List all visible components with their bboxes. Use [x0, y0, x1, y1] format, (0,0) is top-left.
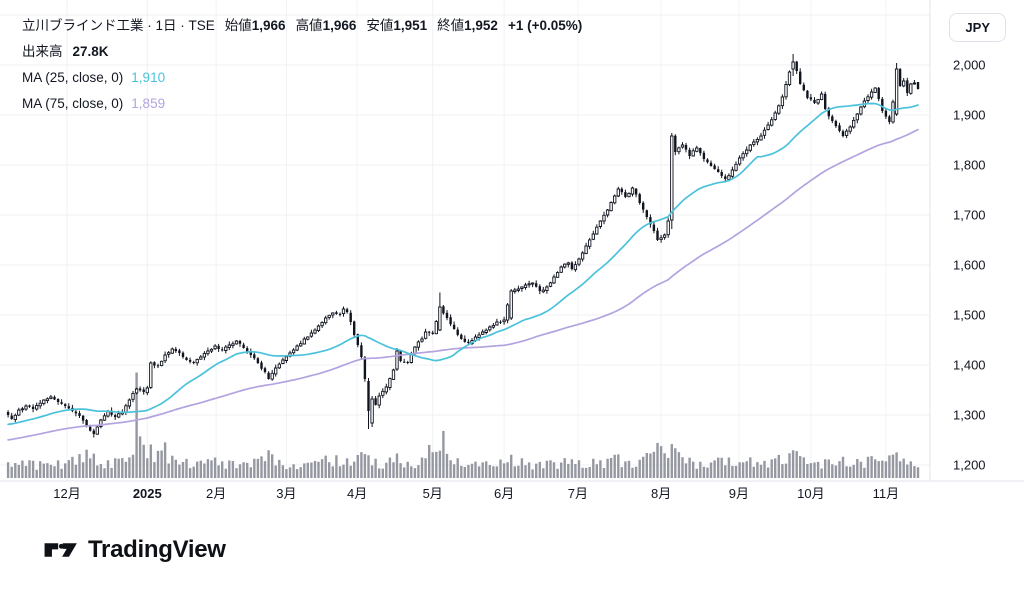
price-tick-label: 1,400: [953, 358, 986, 373]
ma75-row: MA (75, close, 0) 1,859: [22, 91, 582, 117]
time-tick-label: 8月: [651, 486, 671, 501]
price-chart-canvas[interactable]: 2,000 1,900 1,800 1,700 1,600 1,500 1,400 1,300…: [0, 0, 1024, 510]
time-tick-label: 12月: [53, 486, 80, 501]
low-pair: 安値1,951: [366, 18, 427, 33]
price-tick-label: 1,500: [953, 308, 986, 323]
price-tick-label: 1,900: [953, 108, 986, 123]
low-label: 安値: [366, 18, 394, 33]
ma75-label[interactable]: MA (75, close, 0): [22, 96, 124, 111]
time-tick-label: 11月: [873, 486, 900, 501]
high-pair: 高値1,966: [296, 18, 357, 33]
time-tick-label: 9月: [729, 486, 749, 501]
open-pair: 始値1,966: [225, 18, 286, 33]
price-tick-label: 1,600: [953, 258, 986, 273]
volume-row: 出来高 27.8K: [22, 39, 582, 65]
down-candles: [6, 61, 920, 434]
ma25-line: [7, 102, 919, 426]
tradingview-logo-icon: [44, 543, 77, 557]
time-tick-label: 5月: [423, 486, 443, 501]
volume-histogram: [6, 372, 920, 478]
price-tick-label: 1,200: [953, 458, 986, 473]
low-value: 1,951: [393, 18, 428, 33]
price-tick-label: 1,700: [953, 208, 986, 223]
time-tick-label: 2月: [206, 486, 226, 501]
up-candles: [13, 61, 917, 435]
ma25-label[interactable]: MA (25, close, 0): [22, 70, 124, 85]
close-label: 終値: [437, 18, 465, 33]
open-label: 始値: [224, 18, 252, 33]
ma75-line: [7, 128, 919, 441]
ma25-value: 1,910: [131, 70, 166, 85]
tradingview-logo-text: TradingView: [88, 536, 226, 563]
ma25-row: MA (25, close, 0) 1,910: [22, 65, 582, 91]
volume-value: 27.8K: [72, 44, 109, 59]
symbol-title[interactable]: 立川ブラインド工業 · 1日 · TSE: [22, 18, 215, 33]
time-tick-label: 6月: [494, 486, 514, 501]
ma75-value: 1,859: [131, 96, 166, 111]
change-value: +1 (+0.05%): [507, 18, 583, 33]
volume-label[interactable]: 出来高: [22, 44, 63, 59]
high-label: 高値: [295, 18, 323, 33]
time-tick-label: 4月: [347, 486, 367, 501]
tradingview-logo[interactable]: TradingView: [44, 536, 226, 564]
price-tick-label: 1,300: [953, 408, 986, 423]
time-tick-label: 2025: [133, 486, 162, 501]
currency-toggle-button[interactable]: JPY: [949, 13, 1006, 42]
close-value: 1,952: [464, 18, 498, 33]
chart-legend: 立川ブラインド工業 · 1日 · TSE 始値1,966 高値1,966 安値1,95…: [22, 13, 582, 117]
price-tick-label: 1,800: [953, 158, 986, 173]
time-tick-label: 7月: [568, 486, 588, 501]
price-tick-label: 2,000: [953, 58, 986, 73]
close-pair: 終値1,952: [437, 18, 498, 33]
time-tick-label: 3月: [276, 486, 296, 501]
symbol-row: 立川ブラインド工業 · 1日 · TSE 始値1,966 高値1,966 安値1,95…: [22, 13, 582, 39]
time-tick-label: 10月: [797, 486, 824, 501]
open-value: 1,966: [251, 18, 286, 33]
high-value: 1,966: [322, 18, 357, 33]
